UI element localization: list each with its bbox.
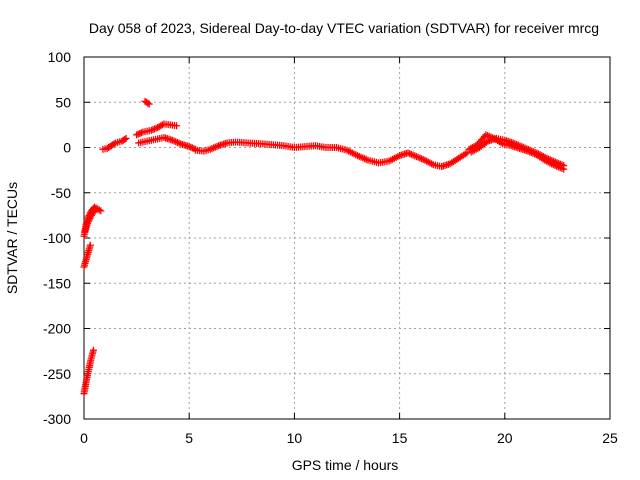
data-point [89,346,97,354]
data-point [110,140,118,148]
y-tick-label: -100 [43,230,71,246]
data-point [428,160,436,168]
x-tick-label: 0 [80,430,88,446]
data-point [175,139,183,147]
x-tick-label: 25 [602,430,618,446]
data-point [134,130,142,138]
x-tick-label: 10 [287,430,303,446]
data-point [95,206,103,214]
data-point [529,149,537,157]
data-point [84,218,92,226]
data-point [417,155,425,163]
x-axis-label: GPS time / hours [292,457,399,473]
y-tick-label: -200 [43,321,71,337]
data-point [419,155,427,163]
y-tick-label: 50 [55,94,71,110]
data-point [121,135,129,143]
x-tick-label: 20 [497,430,513,446]
data-point [144,99,152,107]
data-point [497,139,505,147]
data-point [97,207,105,215]
y-tick-label: 0 [63,140,71,156]
data-point [527,149,535,157]
data-point [168,136,176,144]
x-tick-label: 15 [392,430,408,446]
data-point [409,151,417,159]
data-point [92,205,100,213]
data-point [122,134,130,142]
y-tick-label: -300 [43,411,71,427]
data-point [487,133,495,141]
y-tick-label: -250 [43,366,71,382]
data-point [404,149,412,157]
data-point [560,165,568,173]
data-point [411,152,419,160]
data-point [206,145,214,153]
data-point [136,129,144,137]
data-point [170,137,178,145]
data-point [91,207,99,215]
data-point [172,138,180,146]
y-tick-label: -150 [43,275,71,291]
data-point [485,132,493,140]
data-point [86,215,94,223]
data-point [149,126,157,134]
y-axis-label: SDTVAR / TECUs [4,182,20,294]
data-point [210,144,218,152]
data-point [412,153,420,161]
data-point [208,145,216,153]
data-point [414,153,422,161]
data-point [484,132,492,140]
data-series [80,97,568,398]
data-point [86,241,94,249]
y-tick-label: -50 [51,185,71,201]
data-point [190,145,198,153]
data-point [406,150,414,158]
data-point [463,149,471,157]
data-point [185,143,193,151]
data-point [524,147,532,155]
data-point [416,154,424,162]
data-point [133,131,141,139]
data-point [150,125,158,133]
data-point [213,142,221,150]
data-point [211,143,219,151]
grid [84,57,610,419]
data-point [407,150,415,158]
data-point [526,148,534,156]
axis-ticks: 0 5 10 15 20 25 -300 -250 -200 -150 -100 -50 0 50 100 [43,49,618,446]
y-tick-label: 100 [48,49,72,65]
x-tick-label: 5 [185,430,193,446]
data-point [461,150,469,158]
data-point [173,122,181,130]
data-point [187,143,195,151]
data-point [147,126,155,134]
data-point [137,129,145,137]
data-point [85,216,93,224]
plot-frame [83,56,611,420]
data-point [145,100,153,108]
data-point [482,131,490,139]
data-point [548,160,556,168]
chart-title: Day 058 of 2023, Sidereal Day-to-day VTE… [89,20,599,36]
data-point [152,124,160,132]
data-point [173,138,181,146]
